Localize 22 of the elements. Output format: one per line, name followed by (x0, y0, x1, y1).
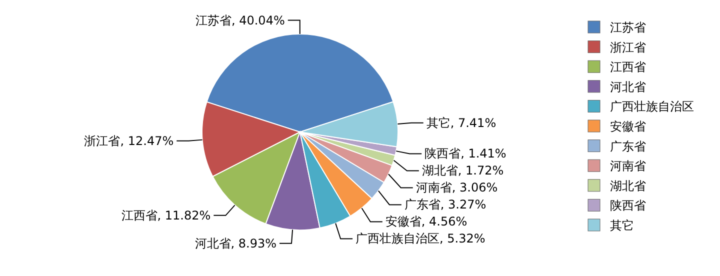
data-label: 广东省, 3.27% (404, 198, 486, 212)
data-label: 江西省, 11.82% (121, 208, 211, 222)
data-label: 安徽省, 4.56% (385, 214, 468, 229)
legend-label: 安徽省 (610, 120, 646, 134)
data-label: 河南省, 3.06% (416, 180, 498, 195)
data-label: 湖北省, 1.72% (422, 164, 504, 178)
legend-label: 其它 (610, 218, 634, 232)
data-label: 河北省, 8.93% (194, 236, 276, 250)
data-label: 广西壮族自治区, 5.32% (356, 232, 486, 246)
legend-label: 江西省 (610, 60, 646, 74)
legend-label: 广西壮族自治区 (610, 100, 694, 114)
data-label: 江苏省, 40.04% (195, 13, 285, 28)
legend-label: 浙江省 (610, 40, 646, 54)
data-label: 浙江省, 12.47% (84, 134, 174, 148)
legend-label: 江苏省 (610, 20, 646, 34)
legend-label: 湖北省 (610, 178, 646, 193)
legend-label: 陕西省 (610, 198, 646, 213)
data-label: 其它, 7.41% (426, 116, 496, 130)
legend-label: 河北省 (610, 80, 646, 94)
legend-label: 河南省 (610, 159, 646, 174)
legend-label: 广东省 (610, 139, 646, 154)
data-label: 陕西省, 1.41% (424, 146, 506, 161)
